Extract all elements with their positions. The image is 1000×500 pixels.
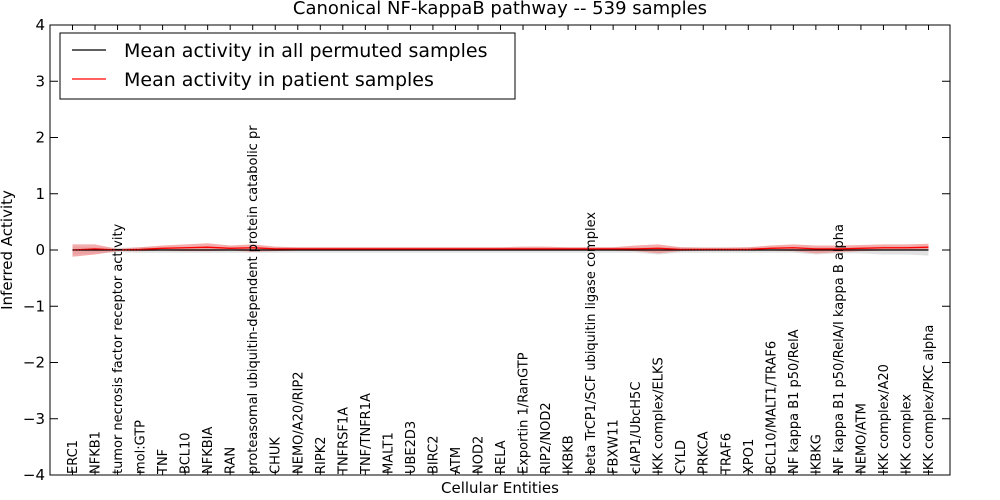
legend-label-patient: Mean activity in patient samples (124, 69, 434, 91)
y-tick-label: 2 (35, 129, 45, 147)
x-tick-label: FBXW11 (607, 419, 622, 474)
x-tick-label: CYLD (674, 440, 689, 474)
x-tick-label: IKBKB (562, 435, 577, 474)
x-tick-label: NEMO/ATM (854, 403, 869, 474)
x-tick-label: tumor necrosis factor receptor activity (111, 223, 126, 474)
series-line-patient (72, 246, 929, 251)
y-tick-label: 3 (35, 72, 45, 90)
x-tick-label: Exportin 1/RanGTP (517, 352, 532, 474)
x-tick-label: IKBKG (809, 434, 824, 474)
x-tick-label: TNF/TNFR1A (359, 393, 374, 475)
x-tick-label: NFKBIA (201, 427, 216, 474)
x-tick-label: RIPK2 (314, 436, 329, 474)
x-tick-label: BIRC2 (426, 436, 441, 475)
x-tick-label: IKK complex/ELKS (652, 357, 667, 474)
x-tick-label: PRKCA (697, 431, 712, 474)
x-tick-label: MALT1 (381, 432, 396, 474)
x-tick-label: IKK complex (899, 394, 914, 474)
chart-title: Canonical NF-kappaB pathway -- 539 sampl… (293, 0, 707, 19)
y-tick-label: −1 (23, 297, 45, 315)
y-tick-label: −2 (23, 354, 45, 372)
x-tick-label: mol:GTP (134, 420, 149, 474)
x-tick-label: RAN (224, 447, 239, 474)
x-tick-label: proteasomal ubiquitin-dependent protein … (246, 125, 261, 474)
x-tick-label: NF kappa B1 p50/RelA/I kappa B alpha (832, 224, 847, 474)
legend-label-permuted: Mean activity in all permuted samples (124, 40, 487, 62)
x-tick-label: TRAF6 (719, 433, 734, 475)
x-tick-label: TNF (156, 449, 171, 475)
x-tick-label: IKK complex/A20 (877, 364, 892, 474)
y-tick-label: 4 (35, 16, 45, 34)
x-tick-label: NFKB1 (89, 431, 104, 474)
x-tick-label: cIAP1/UbcH5C (629, 382, 644, 474)
y-tick-label: 1 (35, 185, 45, 203)
legend: Mean activity in all permuted samples Me… (59, 32, 516, 100)
x-tick-label: ATM (449, 447, 464, 474)
x-tick-label: RIP2/NOD2 (539, 402, 554, 474)
x-tick-label: ERC1 (66, 440, 81, 474)
y-tick-label: −3 (23, 410, 45, 428)
x-tick-label: BCL10 (179, 432, 194, 474)
y-axis-label: Inferred Activity (0, 190, 16, 310)
plot-area-frame (49, 24, 951, 476)
x-tick-label: XPO1 (742, 439, 757, 474)
x-tick-label: BCL10/MALT1/TRAF6 (764, 341, 779, 474)
x-tick-label: NOD2 (471, 436, 486, 474)
x-tick-label: RELA (494, 440, 509, 474)
y-tick-label: −4 (23, 466, 45, 484)
x-axis-label: Cellular Entities (441, 479, 559, 497)
x-tick-label: TNFRSF1A (336, 407, 351, 475)
x-tick-label: UBE2D3 (404, 421, 419, 474)
x-tick-label: NF kappa B1 p50/RelA (787, 329, 802, 474)
legend-box (59, 32, 516, 100)
y-tick-label: 0 (35, 241, 45, 259)
x-tick-label: CHUK (269, 437, 284, 474)
x-tick-label: NEMO/A20/RIP2 (291, 371, 306, 474)
x-tick-label: beta TrCP1/SCF ubiquitin ligase complex (584, 212, 599, 474)
x-tick-label: IKK complex/PKC alpha (922, 325, 937, 474)
